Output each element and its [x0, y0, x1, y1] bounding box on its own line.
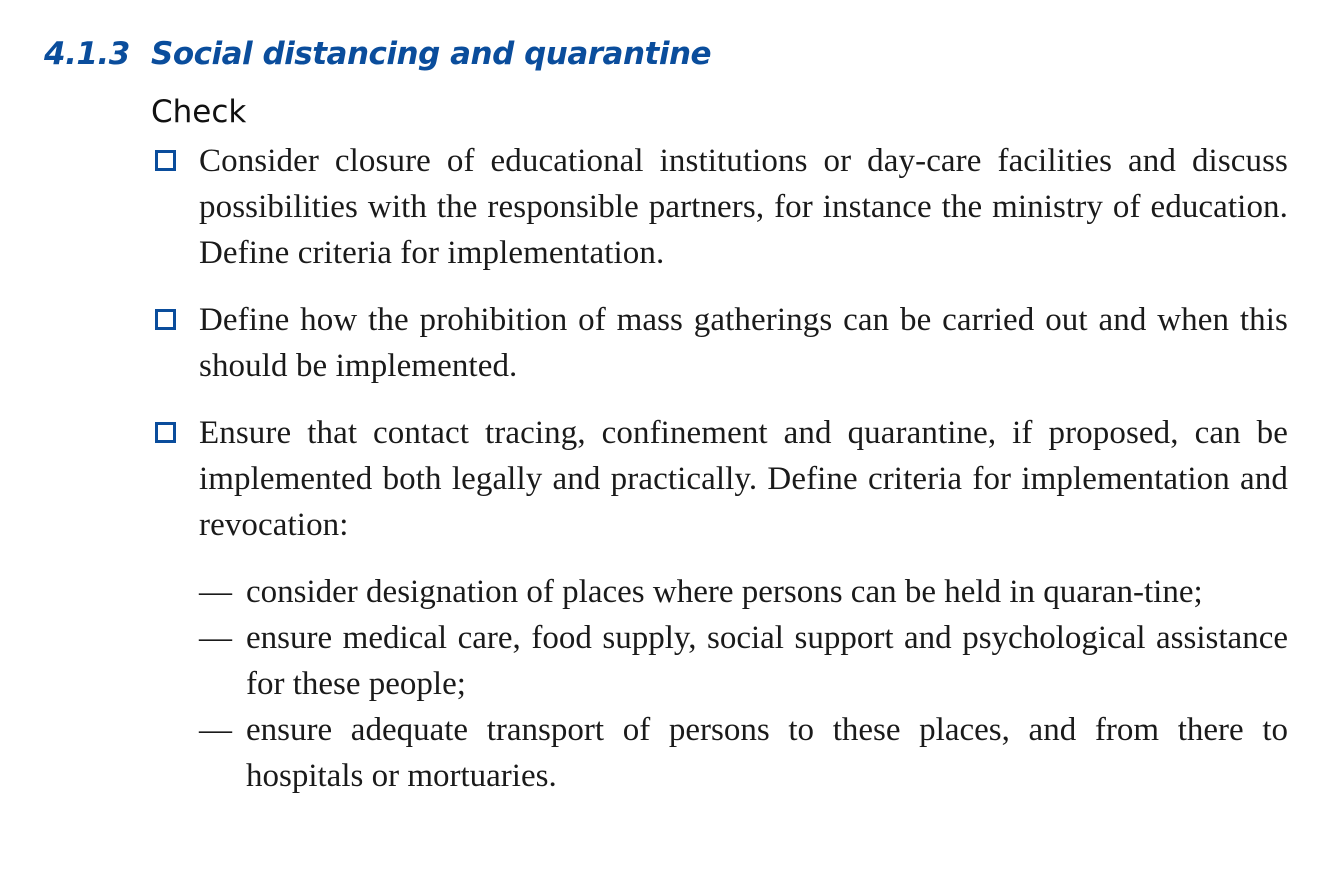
- sub-list-item-text: consider designation of places where per…: [246, 574, 1203, 610]
- checklist-item-text: Define how the prohibition of mass gathe…: [199, 302, 1288, 384]
- empty-checkbox-icon[interactable]: [155, 309, 176, 330]
- checklist-item: Consider closure of educational institut…: [153, 138, 1288, 276]
- sub-list-item-text: ensure adequate transport of persons to …: [246, 712, 1288, 794]
- em-dash-bullet: —: [199, 712, 232, 748]
- empty-checkbox-icon[interactable]: [155, 422, 176, 443]
- section-heading: 4.1.3 Social distancing and quarantine: [44, 36, 712, 72]
- empty-checkbox-icon[interactable]: [155, 150, 176, 171]
- checklist-item-text: Consider closure of educational institut…: [199, 143, 1288, 271]
- sub-list: — consider designation of places where p…: [199, 569, 1288, 799]
- checklist-item: Define how the prohibition of mass gathe…: [153, 297, 1288, 389]
- em-dash-bullet: —: [199, 620, 232, 656]
- section-title: Social distancing and quarantine: [151, 36, 712, 72]
- em-dash-bullet: —: [199, 574, 232, 610]
- checklist-item: Ensure that contact tracing, confinement…: [153, 410, 1288, 548]
- checklist-item-text: Ensure that contact tracing, confinement…: [199, 415, 1288, 543]
- check-subheading: Check: [151, 94, 247, 130]
- sub-list-item: — ensure adequate transport of persons t…: [199, 707, 1288, 799]
- sub-list-item: — ensure medical care, food supply, soci…: [199, 615, 1288, 707]
- sub-list-item-text: ensure medical care, food supply, social…: [246, 620, 1288, 702]
- section-number: 4.1.3: [44, 36, 130, 72]
- sub-list-item: — consider designation of places where p…: [199, 569, 1288, 615]
